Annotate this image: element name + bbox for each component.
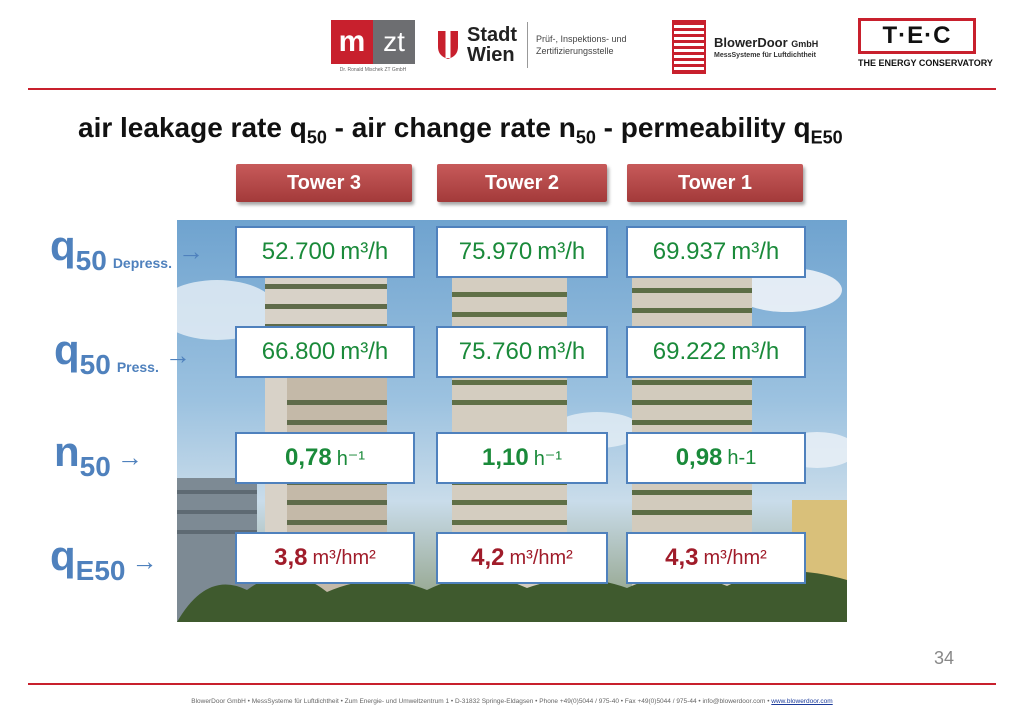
value-n50-tower3: 0,78 h⁻¹ [235, 432, 415, 484]
header-rule [28, 88, 996, 90]
value-qE50-tower1: 4,3 m³/hm² [626, 532, 806, 584]
value-q50-press-tower1: 69.222 m³/h [626, 326, 806, 378]
blowerdoor-name: BlowerDoor GmbH [714, 35, 819, 50]
row-label-qE50: q E50 → [50, 532, 158, 586]
tower-1-tab: Tower 1 [627, 164, 803, 202]
mzt-logo-subtitle: Dr. Ronald Mischek ZT GmbH [339, 67, 407, 73]
wien-line1: Stadt [467, 24, 517, 46]
arrow-right-icon: → [177, 236, 204, 266]
value-qE50-tower3: 3,8 m³/hm² [235, 532, 415, 584]
tec-mark: T·E·C [858, 18, 976, 54]
arrow-right-icon: → [164, 340, 191, 370]
value-q50-press-tower2: 75.760 m³/h [436, 326, 608, 378]
page-number: 34 [934, 648, 955, 668]
row-label-q50-press: q 50 Press. → [54, 326, 191, 380]
value-n50-tower1: 0,98 h-1 [626, 432, 806, 484]
footer-text: BlowerDoor GmbH • MessSysteme für Luftdi… [191, 698, 833, 705]
mzt-logo: m zt Dr. Ronald Mischek ZT GmbH [331, 20, 415, 76]
tec-subtitle: THE ENERGY CONSERVATORY [858, 58, 993, 68]
value-q50-depress-tower3: 52.700 m³/h [235, 226, 415, 278]
mzt-logo-zt: zt [373, 20, 415, 64]
value-q50-depress-tower2: 75.970 m³/h [436, 226, 608, 278]
tower-3-tab: Tower 3 [236, 164, 412, 202]
row-label-q50-depress: q 50 Depress. → [50, 222, 204, 276]
arrow-right-icon: → [116, 442, 143, 472]
blowerdoor-logo: BlowerDoor GmbH MessSysteme für Luftdich… [672, 20, 818, 74]
stadt-wien-logo: Stadt Wien Prüf-, Inspektions- und Zerti… [437, 20, 627, 70]
wien-divider [527, 22, 528, 68]
wien-sub1: Prüf-, Inspektions- und [536, 34, 627, 44]
row-label-n50: n 50 → [54, 428, 143, 482]
blowerdoor-subtitle: MessSysteme für Luftdichtheit [714, 52, 816, 59]
vienna-shield-icon [438, 31, 458, 59]
value-n50-tower2: 1,10 h⁻¹ [436, 432, 608, 484]
arrow-right-icon: → [131, 546, 158, 576]
wien-line2: Wien [467, 44, 515, 66]
value-q50-depress-tower1: 69.937 m³/h [626, 226, 806, 278]
footer-website-link[interactable]: www.blowerdoor.com [771, 698, 833, 705]
value-qE50-tower2: 4,2 m³/hm² [436, 532, 608, 584]
tower-2-tab: Tower 2 [437, 164, 607, 202]
tec-logo: T·E·C THE ENERGY CONSERVATORY [858, 18, 993, 72]
mzt-logo-m: m [331, 20, 373, 64]
footer-rule [28, 683, 996, 685]
wien-sub2: Zertifizierungsstelle [536, 46, 614, 56]
blowerdoor-mark-icon [672, 20, 706, 74]
slide-title: air leakage rate q50 - air change rate n… [78, 112, 843, 148]
value-q50-press-tower3: 66.800 m³/h [235, 326, 415, 378]
